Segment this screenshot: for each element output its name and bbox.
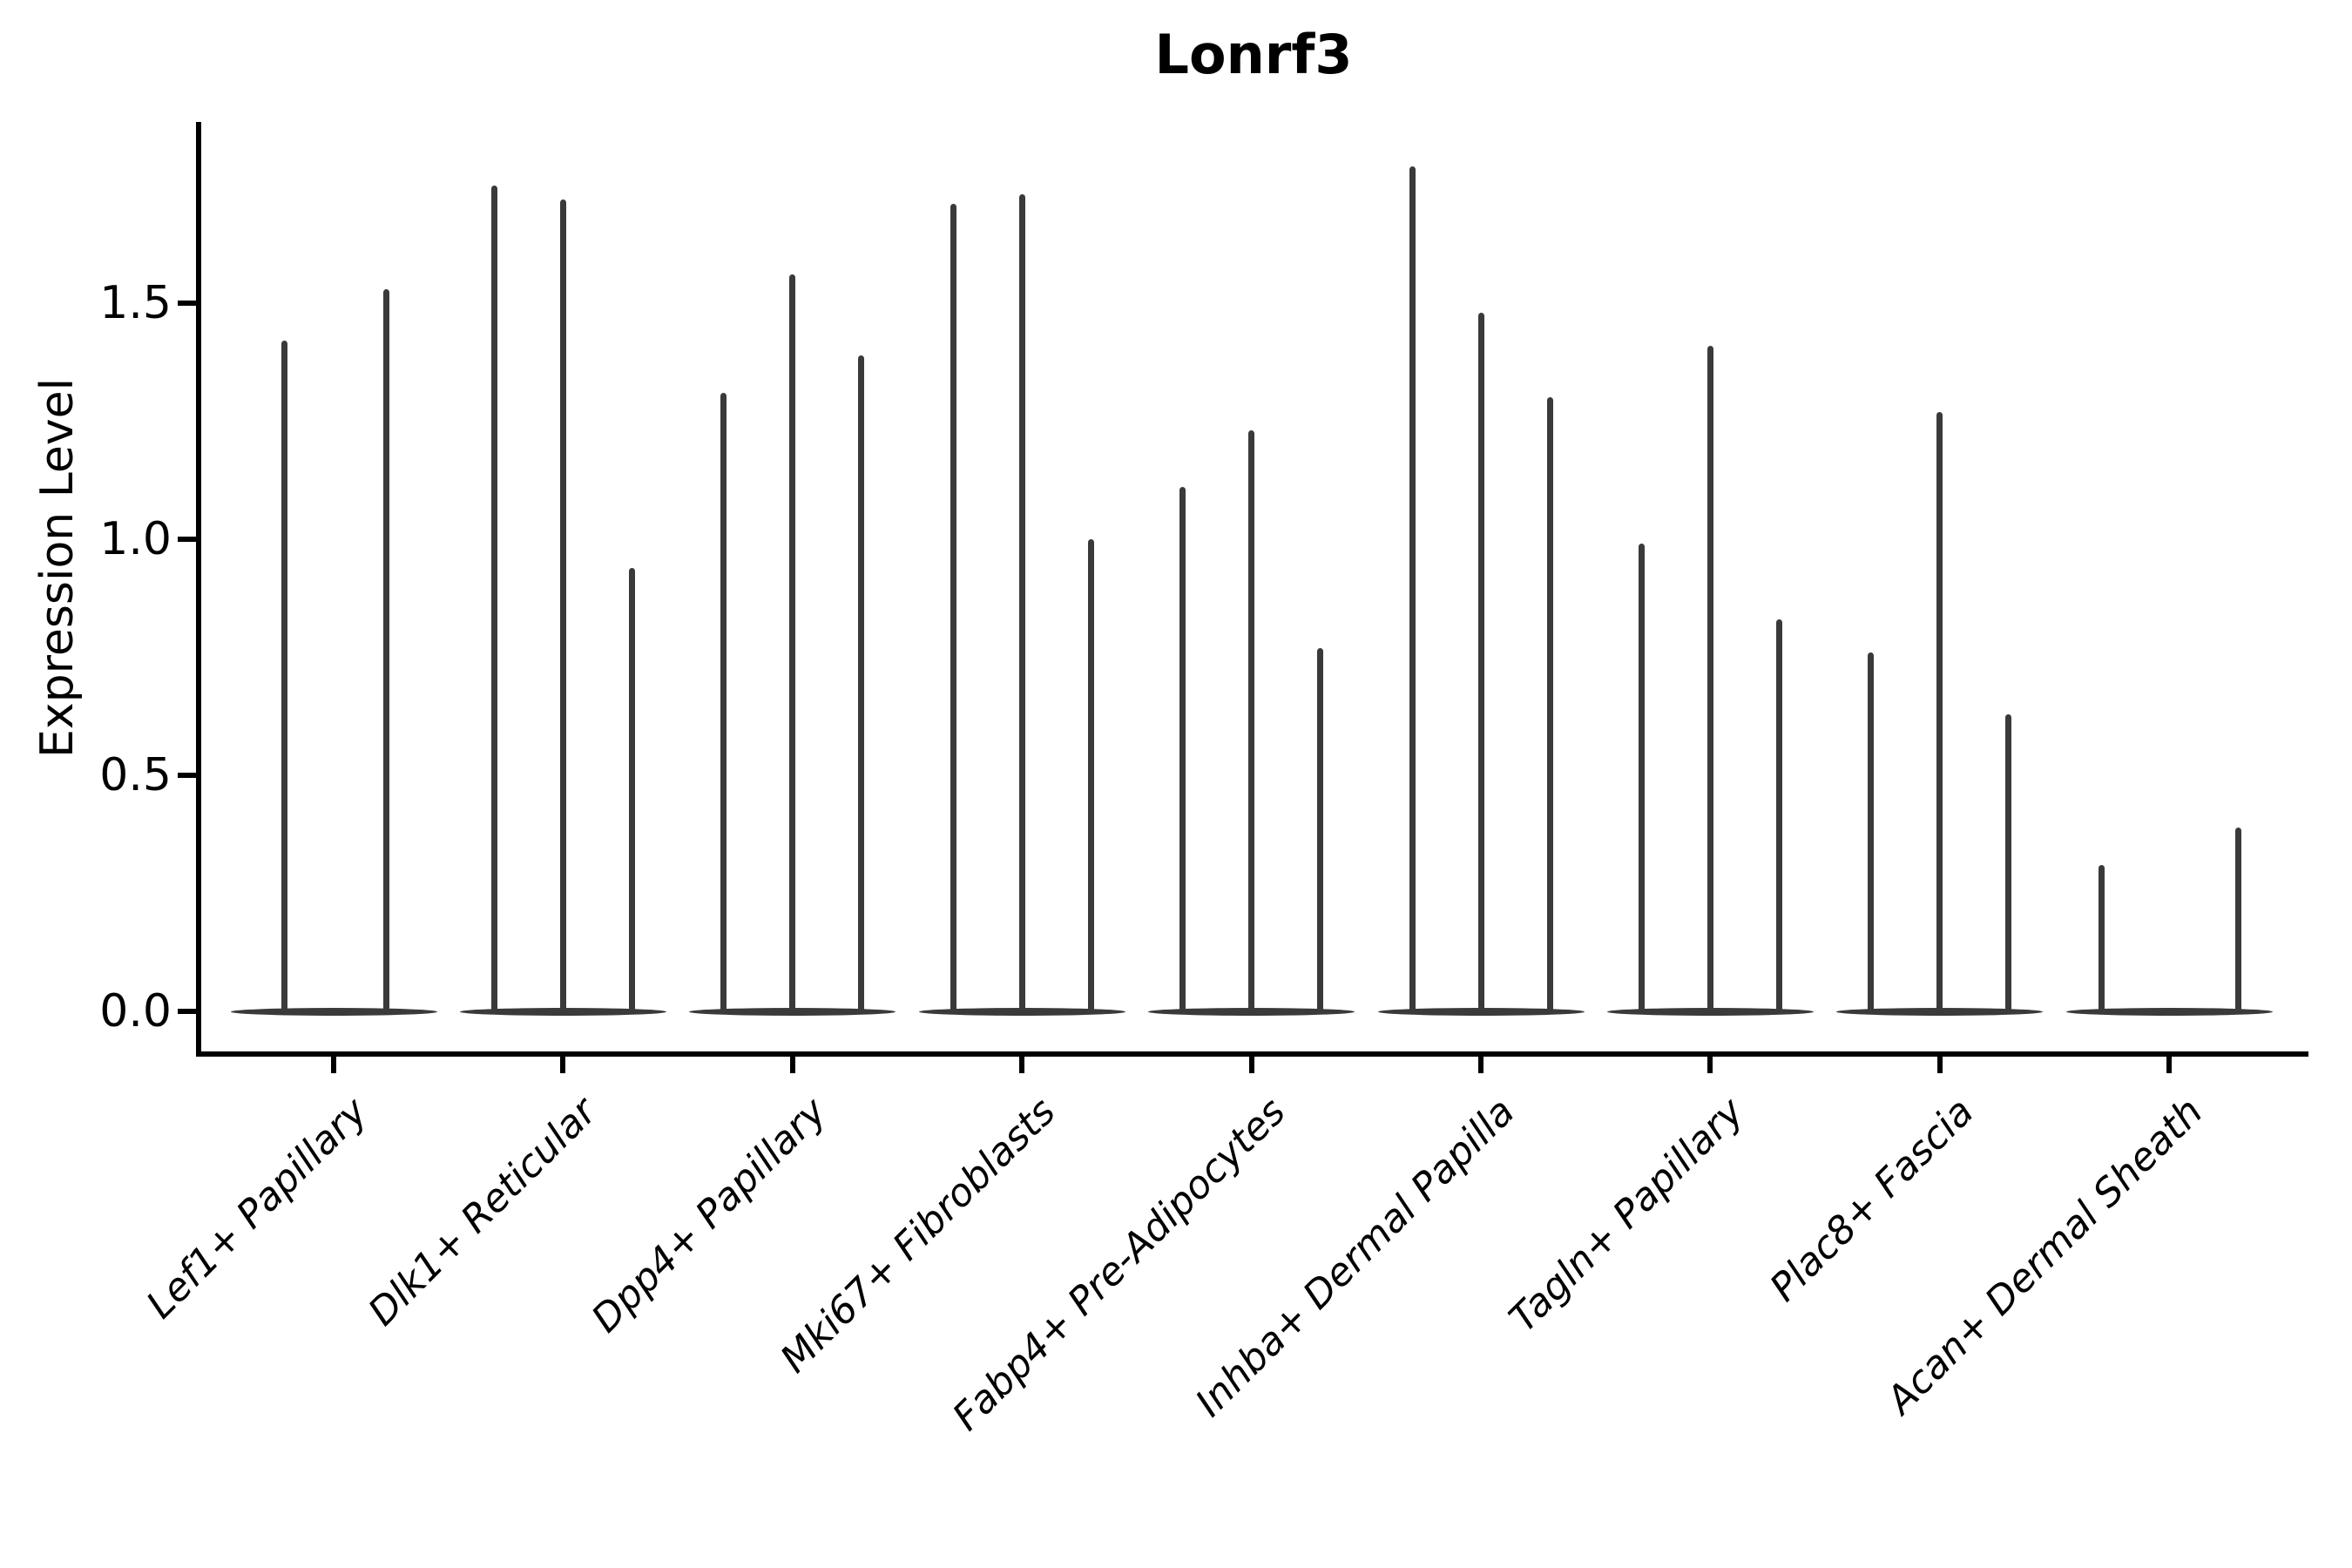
y-tick-label: 0.0	[99, 985, 172, 1037]
violin-spike	[1936, 411, 1943, 1014]
y-tick-mark	[178, 773, 197, 778]
plot-title: Lonrf3	[1154, 23, 1353, 86]
violin-spike	[1775, 619, 1782, 1014]
x-tick-mark	[2166, 1054, 2173, 1073]
violin-spike	[1477, 312, 1484, 1014]
violin-spike	[789, 274, 796, 1014]
x-tick-label: Plac8+ Fascia	[1761, 1089, 1983, 1310]
violin-spike	[382, 288, 389, 1014]
violin-spike	[720, 392, 727, 1014]
x-tick-label: Fabp4+ Pre-Adipocytes	[943, 1089, 1294, 1440]
x-tick-label: Dlk1+ Reticular	[360, 1089, 606, 1335]
x-tick-label: Acan+ Dermal Sheath	[1878, 1089, 2212, 1423]
x-tick-mark	[1936, 1054, 1943, 1073]
violin-spike	[858, 355, 865, 1014]
violin-spike	[1179, 487, 1186, 1014]
violin-spike	[1317, 647, 1324, 1014]
y-tick-mark	[178, 537, 197, 542]
violin-spike	[490, 185, 497, 1014]
violin-spike	[1868, 652, 1875, 1014]
violin-spike	[628, 567, 635, 1014]
violin-spike	[2234, 827, 2241, 1014]
x-tick-label: Inhba+ Dermal Papilla	[1186, 1089, 1524, 1426]
x-tick-label: Dpp4+ Papillary	[583, 1089, 835, 1342]
violin-spike	[559, 199, 566, 1014]
y-tick-label: 1.5	[99, 277, 172, 329]
violin-spike	[1409, 166, 1416, 1014]
x-tick-mark	[1248, 1054, 1254, 1073]
y-tick-mark	[178, 301, 197, 306]
y-tick-mark	[178, 1009, 197, 1014]
violin-base-bar	[230, 1008, 437, 1016]
x-tick-mark	[1019, 1054, 1025, 1073]
violin-spike	[2098, 864, 2105, 1014]
x-tick-label: Mki67+ Fibroblasts	[772, 1089, 1064, 1382]
violin-spike	[2005, 713, 2012, 1014]
violin-spike	[1638, 544, 1645, 1014]
x-tick-mark	[331, 1054, 336, 1073]
violin-spike	[1546, 397, 1553, 1014]
violin-spike	[280, 341, 287, 1014]
violin-spike	[950, 204, 956, 1014]
x-tick-mark	[560, 1054, 566, 1073]
violin-spike	[1707, 345, 1713, 1014]
x-tick-label: Tagln+ Papillary	[1501, 1089, 1754, 1342]
y-axis-label: Expression Level	[31, 377, 84, 759]
violin-spike	[1248, 430, 1255, 1014]
violin-spike	[1018, 194, 1025, 1014]
y-tick-label: 0.5	[99, 749, 172, 801]
violin-spike	[1087, 539, 1094, 1014]
x-tick-mark	[1478, 1054, 1484, 1073]
violin-base-bar	[2065, 1008, 2273, 1016]
x-tick-mark	[1707, 1054, 1713, 1073]
y-axis-spine	[196, 122, 201, 1057]
y-tick-label: 1.0	[99, 513, 172, 565]
x-tick-mark	[789, 1054, 795, 1073]
